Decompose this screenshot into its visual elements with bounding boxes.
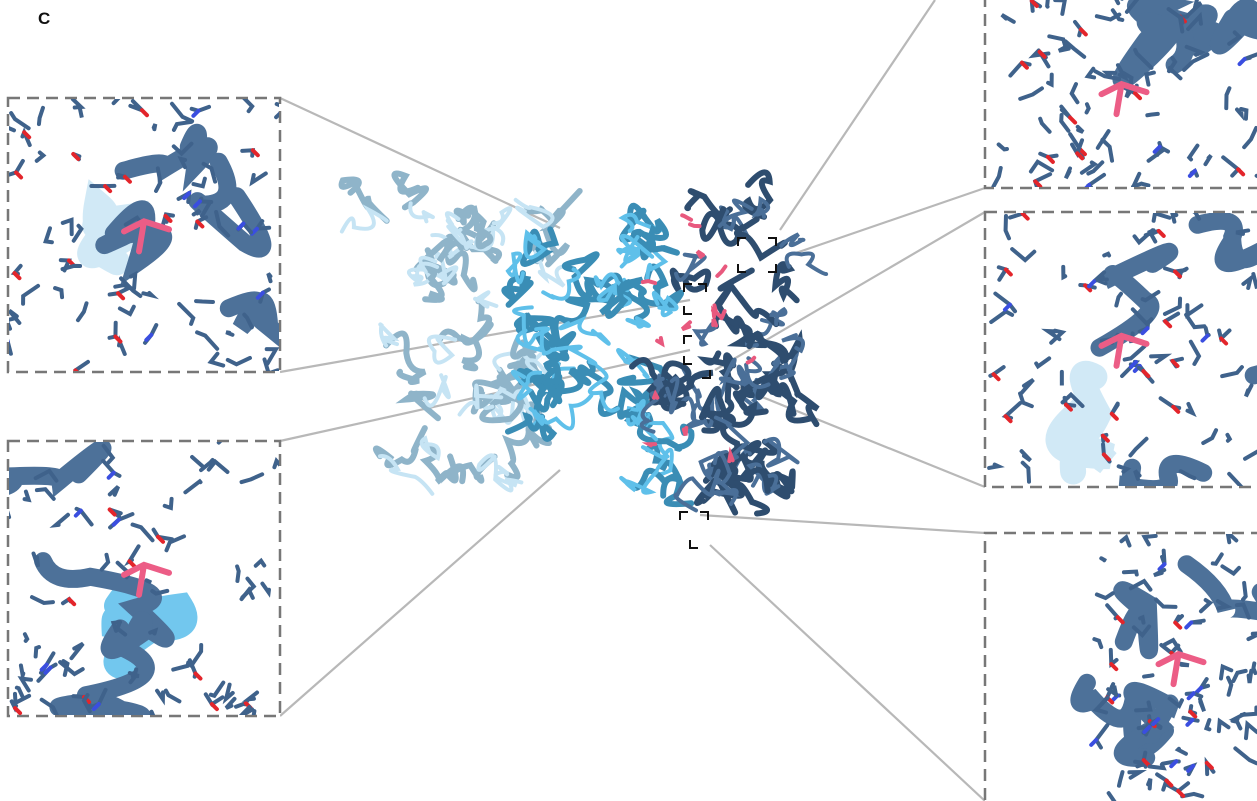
ribbon	[376, 428, 425, 465]
stick	[147, 580, 152, 582]
stick	[226, 332, 232, 335]
stick	[1047, 0, 1048, 7]
ribbon	[507, 432, 536, 478]
stick	[1206, 720, 1209, 729]
stick	[1104, 254, 1109, 256]
ribbon	[508, 254, 523, 283]
side-chain	[729, 454, 732, 461]
side-chain	[649, 444, 655, 445]
side-chain	[697, 251, 703, 257]
stick	[196, 301, 213, 302]
stick	[268, 273, 270, 281]
side-chain	[690, 224, 700, 226]
side-chain	[643, 281, 655, 283]
atom	[281, 108, 286, 113]
stick	[1243, 583, 1246, 600]
stick	[130, 673, 139, 677]
ribbon	[58, 703, 141, 735]
atom	[233, 429, 238, 434]
side-chain	[717, 267, 725, 276]
side-chain	[713, 319, 716, 325]
stick	[1162, 551, 1164, 565]
stick	[154, 124, 156, 129]
stick	[1227, 435, 1229, 441]
side-chain	[657, 338, 662, 344]
ribbon	[721, 271, 777, 325]
stick	[150, 631, 155, 634]
stick	[1147, 114, 1157, 115]
stick	[25, 492, 29, 500]
stick	[152, 591, 167, 594]
ribbon	[627, 318, 648, 327]
stick	[1063, 267, 1065, 277]
ribbon	[475, 292, 496, 306]
ribbon	[696, 324, 716, 345]
stick	[1249, 671, 1252, 683]
stick	[1253, 663, 1255, 673]
ribbon	[781, 234, 803, 246]
stick	[25, 634, 27, 641]
side-chain	[722, 311, 725, 318]
stick	[1101, 558, 1104, 560]
side-chain	[654, 394, 657, 398]
stick	[1179, 663, 1189, 665]
stick	[237, 566, 239, 581]
stick	[1135, 471, 1140, 479]
protein-structure	[342, 172, 827, 513]
ribbon	[775, 264, 796, 300]
stick	[143, 293, 152, 295]
stick	[21, 665, 23, 675]
panel-label: C	[38, 9, 50, 28]
ribbon	[425, 375, 449, 405]
stick	[1087, 104, 1089, 112]
side-chain	[682, 322, 690, 329]
ribbon	[410, 203, 433, 221]
stick	[1144, 675, 1152, 676]
side-chain	[682, 215, 691, 219]
stick	[1148, 779, 1150, 789]
stick	[0, 341, 11, 353]
side-chain	[684, 428, 686, 436]
figure: C	[0, 0, 1257, 801]
